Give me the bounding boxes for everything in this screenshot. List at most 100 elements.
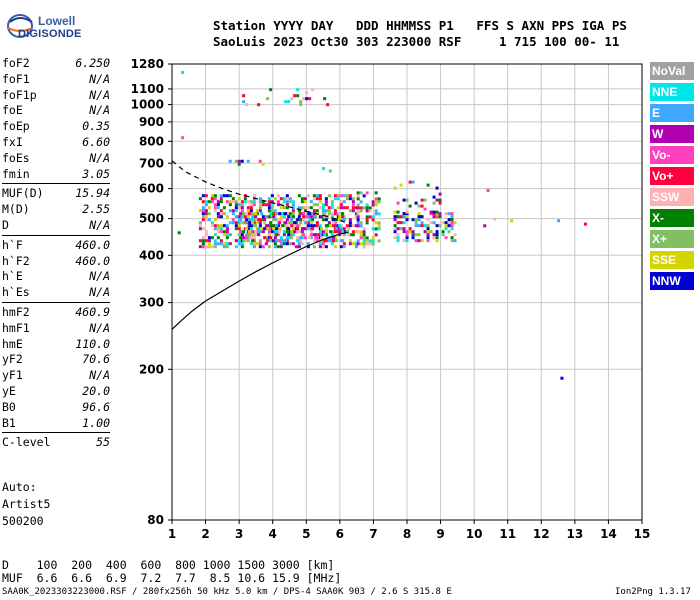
echo-point [356,197,360,201]
echo-point [432,215,436,219]
echo-point [255,212,259,216]
echo-point [213,239,217,243]
echo-point [342,227,346,231]
echo-point [450,221,454,225]
param-label: B1 [2,415,16,430]
echo-point [269,236,273,240]
echo-point [240,242,244,246]
echo-point [237,206,241,210]
echo-point [228,159,232,163]
echo-point [483,224,487,228]
echo-point [213,203,217,207]
echo-point [204,230,208,234]
echo-point [435,224,439,228]
echo-point [362,239,366,243]
echo-point [234,200,238,204]
legend-item: X+ [650,230,694,248]
echo-point [279,206,283,210]
echo-point [305,221,309,225]
echo-point [311,88,315,92]
echo-point [270,230,274,234]
echo-point [342,200,346,204]
echo-point [393,218,397,222]
param-label: hmE [2,336,23,351]
echo-point [260,212,264,216]
echo-point [306,215,310,219]
echo-point [420,215,424,219]
param-row: h`Es N/A [2,285,110,301]
echo-point [324,245,328,249]
echo-point [432,212,436,216]
echo-point [321,230,325,234]
echo-point [371,236,375,240]
echo-point [408,204,412,208]
echo-point [329,224,333,228]
echo-point [432,233,436,237]
echo-point [333,236,337,240]
echo-point [362,245,366,249]
echo-point [365,218,369,222]
echo-point [365,203,369,207]
echo-point [290,218,294,222]
echo-point [219,197,223,201]
echo-point [291,212,295,216]
echo-point [299,212,303,216]
echo-point [239,212,243,216]
echo-point [181,70,185,74]
echo-point [393,215,397,219]
echo-point [291,233,295,237]
echo-point [204,212,208,216]
muf-values-row: MUF 6.6 6.6 6.9 7.2 7.7 8.5 10.6 15.9 [M… [2,571,342,585]
echo-point [362,233,366,237]
echo-point [362,194,366,198]
echo-point [275,224,279,228]
echo-point [323,215,327,219]
echo-point [267,203,271,207]
echo-point [374,227,378,231]
echo-point [309,212,313,216]
echo-point [356,230,360,234]
echo-point [181,136,185,140]
param-label: h`F2 [2,253,30,268]
param-row: D N/A [2,218,110,234]
param-value: N/A [89,71,110,86]
echo-point [308,97,312,101]
echo-point [338,215,342,219]
echo-point [438,198,442,202]
echo-point [288,212,292,216]
echo-point [302,218,306,222]
echo-point [493,217,497,221]
echo-point [348,218,352,222]
echo-point [273,197,277,201]
param-row: foF2 6.250 [2,56,110,72]
echo-point [432,210,436,214]
param-row: hmE 110.0 [2,337,110,353]
echo-point [267,209,271,213]
echo-point [396,201,400,205]
echo-point [438,201,442,205]
echo-point [249,206,253,210]
echo-point [237,203,241,207]
x-tick-label: 11 [499,527,516,541]
echo-point [204,233,208,237]
echo-point [432,195,436,199]
echo-point [300,197,304,201]
echo-point [296,224,300,228]
echo-point [371,203,375,207]
x-tick-label: 3 [235,527,243,541]
echo-point [222,230,226,234]
param-row: foF1p N/A [2,88,110,104]
echo-point [296,218,300,222]
echo-point [248,224,252,228]
echo-point [219,212,223,216]
echo-point [405,210,409,214]
echo-point [249,227,253,231]
auto-code: 500200 [2,514,44,528]
echo-point [290,230,294,234]
echo-point [285,218,289,222]
echo-point [234,227,238,231]
echo-point [450,215,454,219]
echo-point [315,197,319,201]
echo-point [335,230,339,234]
echo-point [228,221,232,225]
